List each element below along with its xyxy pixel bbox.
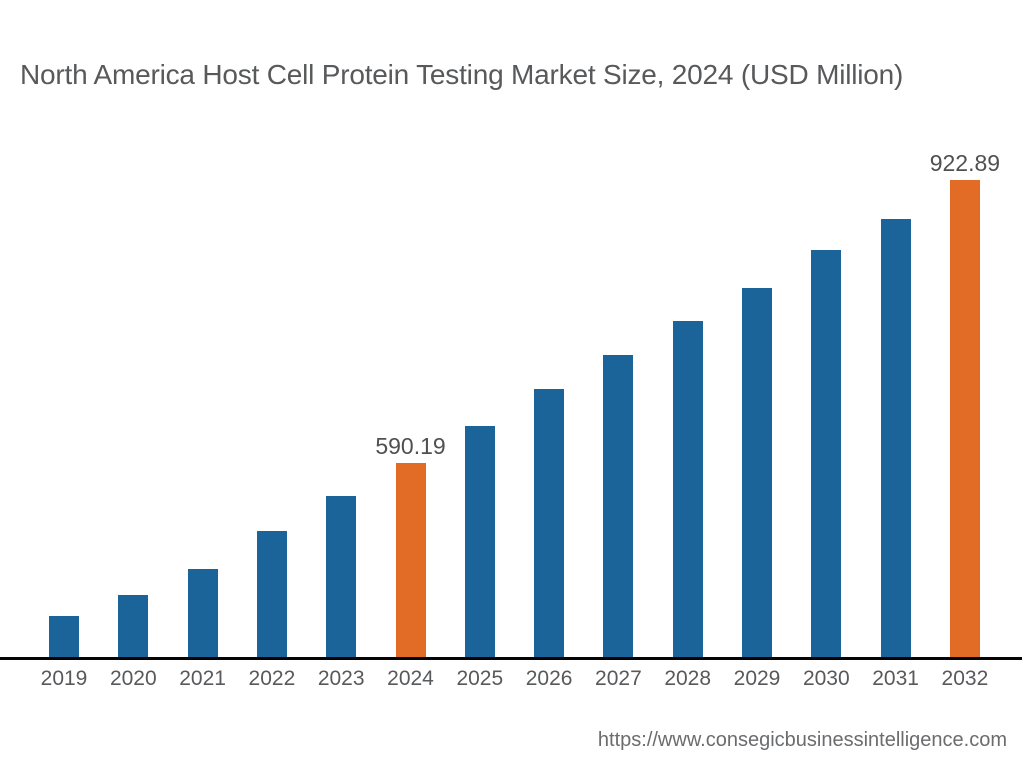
- bar-2030: [811, 250, 842, 657]
- x-tick-2023: 2023: [317, 667, 365, 690]
- chart-title: North America Host Cell Protein Testing …: [20, 59, 904, 90]
- x-tick-2022: 2022: [248, 667, 296, 690]
- bar-2021: [187, 569, 218, 657]
- bar-2025: [464, 426, 495, 657]
- bar-2032: [949, 180, 980, 657]
- bar-2027: [603, 355, 634, 657]
- bar-2028: [672, 321, 703, 657]
- x-tick-2029: 2029: [733, 667, 781, 690]
- x-tick-2024: 2024: [387, 667, 434, 690]
- bar-2020: [118, 595, 149, 657]
- bar-2022: [256, 531, 287, 657]
- x-tick-2026: 2026: [525, 667, 573, 690]
- x-tick-2019: 2019: [40, 667, 88, 690]
- x-tick-2032: 2032: [941, 667, 989, 690]
- x-tick-2031: 2031: [872, 667, 919, 690]
- value-label-2024: 590.19: [375, 433, 446, 459]
- x-axis-line: [0, 657, 1022, 660]
- x-tick-2027: 2027: [595, 667, 642, 690]
- bar-2023: [326, 496, 357, 657]
- x-tick-2021: 2021: [179, 667, 226, 690]
- bar-2024: [395, 463, 426, 657]
- x-tick-2030: 2030: [802, 667, 850, 690]
- watermark-url: https://www.consegicbusinessintelligence…: [597, 729, 1007, 751]
- x-tick-2025: 2025: [456, 667, 504, 690]
- x-tick-2028: 2028: [664, 667, 712, 690]
- bar-2029: [742, 288, 772, 657]
- bar-2026: [534, 389, 565, 657]
- bar-2019: [49, 616, 79, 657]
- value-label-2032: 922.89: [929, 150, 1001, 176]
- x-tick-2020: 2020: [109, 667, 157, 690]
- bar-2031: [880, 219, 911, 657]
